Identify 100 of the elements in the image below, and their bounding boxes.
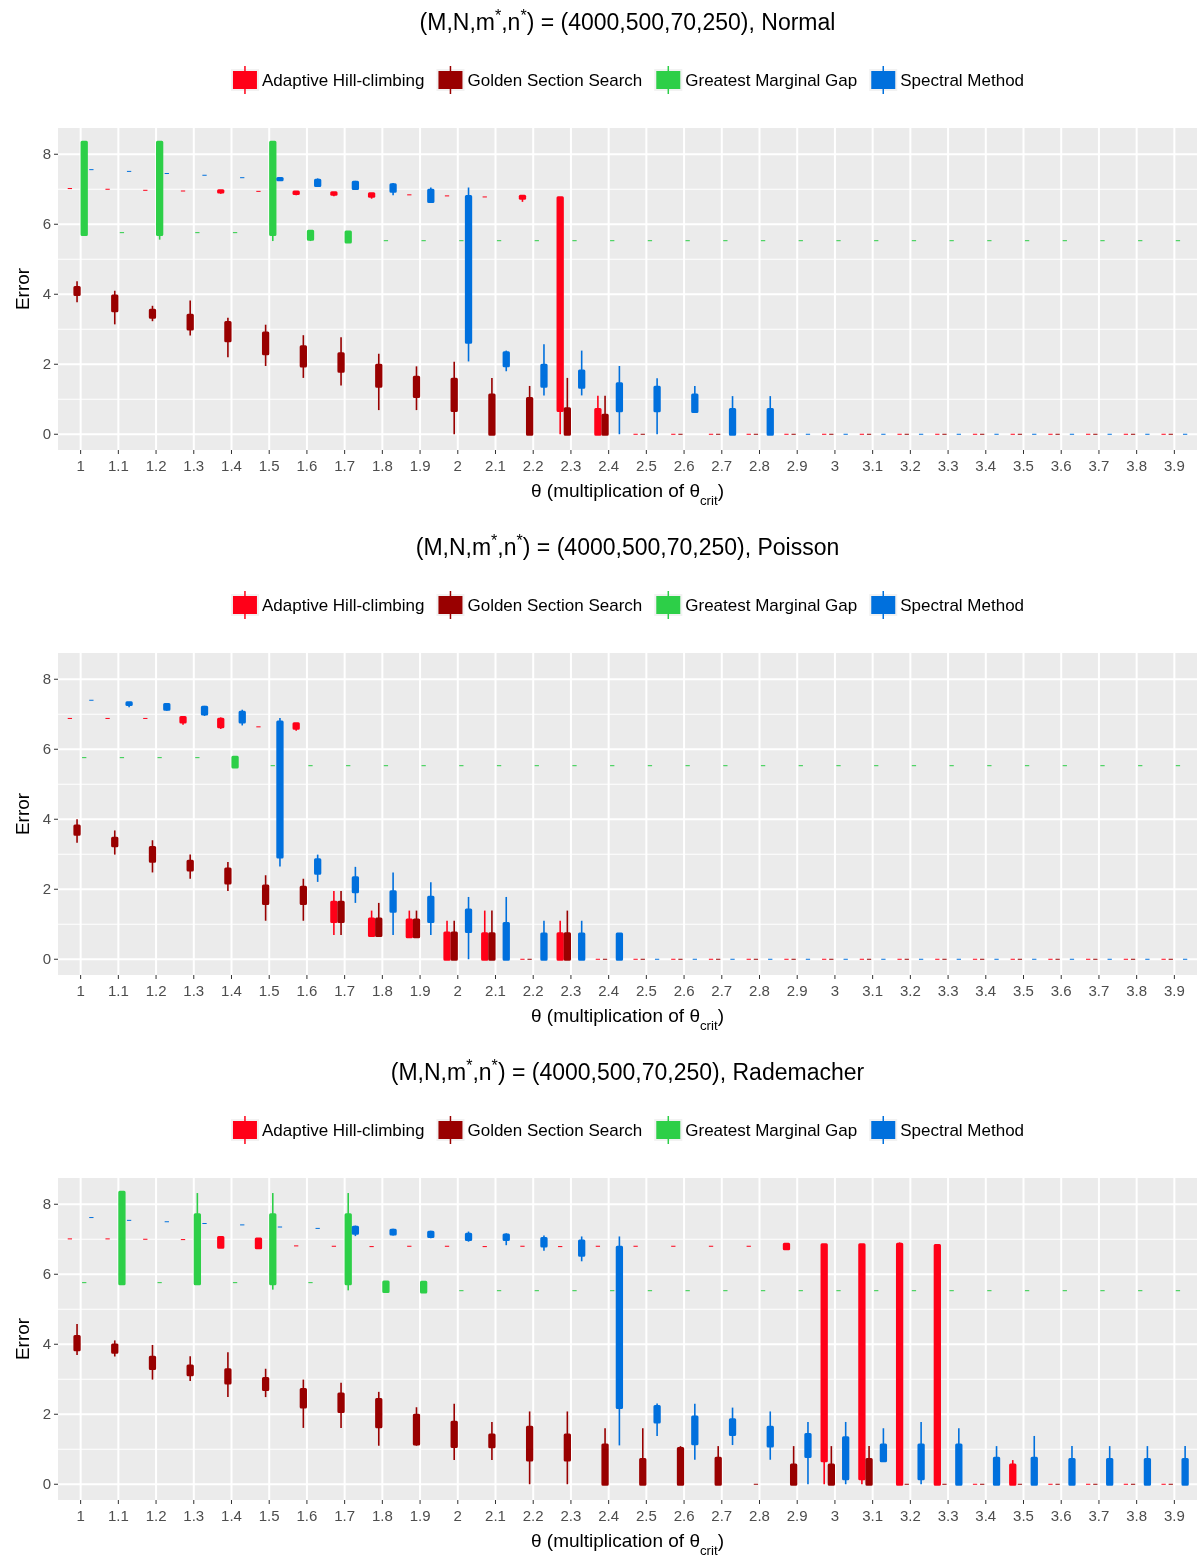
legend-label: Adaptive Hill-climbing [261, 1121, 425, 1140]
y-tick-label: 8 [42, 670, 51, 688]
x-tick-label: 3.1 [862, 457, 884, 474]
x-tick-label: 2.9 [786, 457, 808, 474]
x-tick-label: 3.3 [937, 1507, 959, 1524]
x-tick-label: 2.8 [749, 1507, 770, 1524]
legend-label: Greatest Marginal Gap [685, 1121, 858, 1140]
x-tick-label: 2 [453, 1507, 462, 1524]
x-tick-label: 3.9 [1163, 982, 1185, 999]
x-tick-label: 3.3 [937, 457, 959, 474]
x-tick-label: 2.8 [749, 982, 770, 999]
x-tick-label: 2.2 [522, 1507, 544, 1524]
legend-label: Greatest Marginal Gap [685, 71, 858, 90]
x-tick-label: 1.1 [107, 982, 129, 999]
legend-label: Golden Section Search [467, 1121, 643, 1140]
y-tick-label: 0 [42, 425, 51, 443]
x-tick-label: 2.1 [485, 1507, 506, 1524]
x-tick-label: 1.9 [409, 1507, 431, 1524]
x-tick-label: 2.4 [598, 982, 620, 999]
x-tick-label: 2.9 [786, 982, 808, 999]
y-tick-label: 4 [42, 810, 51, 828]
y-tick-label: 2 [42, 880, 51, 898]
x-tick-label: 2.7 [711, 982, 733, 999]
chart-title: (M,N,m$^{*}$,n$^{*}$) = (4000,500,70,250), Normal [419, 6, 836, 35]
x-tick-label: 3.6 [1050, 457, 1072, 474]
x-tick-label: 3.2 [899, 1507, 921, 1524]
x-tick-label: 1.2 [145, 1507, 167, 1524]
x-tick-label: 2.5 [635, 457, 657, 474]
x-tick-label: 1.3 [183, 1507, 205, 1524]
legend-label: Spectral Method [900, 596, 1025, 615]
x-tick-label: 2.2 [522, 457, 544, 474]
x-tick-label: 3.3 [937, 982, 959, 999]
x-tick-label: 3.7 [1088, 1507, 1110, 1524]
x-tick-label: 1.5 [258, 457, 280, 474]
x-tick-label: 1.7 [334, 457, 356, 474]
x-tick-label: 1.3 [183, 457, 205, 474]
x-tick-label: 1.8 [371, 1507, 393, 1524]
x-tick-label: 1.5 [258, 982, 280, 999]
x-axis-title: θ (multiplication of θ$_{crit}$) [530, 1005, 725, 1033]
x-tick-label: 1 [76, 457, 85, 474]
y-tick-label: 8 [42, 145, 51, 163]
legend-label: Adaptive Hill-climbing [261, 596, 425, 615]
x-tick-label: 3.7 [1088, 982, 1110, 999]
x-tick-label: 2.9 [786, 1507, 808, 1524]
x-tick-label: 2.1 [485, 982, 506, 999]
legend-label: Spectral Method [900, 1121, 1025, 1140]
x-tick-label: 1.9 [409, 457, 431, 474]
x-tick-label: 3.8 [1126, 982, 1148, 999]
y-tick-label: 6 [42, 740, 51, 758]
x-tick-label: 1.9 [409, 982, 431, 999]
x-tick-label: 2.3 [560, 457, 582, 474]
x-tick-label: 2.3 [560, 1507, 582, 1524]
x-tick-label: 2.1 [485, 457, 506, 474]
x-tick-label: 2.5 [635, 1507, 657, 1524]
y-tick-label: 2 [42, 1405, 51, 1423]
x-tick-label: 3.8 [1126, 1507, 1148, 1524]
x-tick-label: 2.2 [522, 982, 544, 999]
x-tick-label: 3.7 [1088, 457, 1110, 474]
chart-title: (M,N,m$^{*}$,n$^{*}$) = (4000,500,70,250), Rademacher [390, 1056, 865, 1085]
x-tick-label: 1.8 [371, 982, 393, 999]
x-tick-label: 1.4 [221, 457, 242, 474]
x-tick-label: 3.1 [862, 982, 884, 999]
x-tick-label: 1.6 [296, 1507, 318, 1524]
x-tick-label: 2 [453, 982, 462, 999]
x-tick-label: 3.4 [975, 1507, 997, 1524]
x-tick-label: 1.2 [145, 457, 167, 474]
x-tick-label: 1 [76, 1507, 85, 1524]
x-axis-title: θ (multiplication of θ$_{crit}$) [530, 480, 725, 508]
x-tick-label: 3.9 [1163, 457, 1185, 474]
x-tick-label: 1.8 [371, 457, 393, 474]
legend-label: Golden Section Search [467, 596, 643, 615]
x-tick-label: 3.6 [1050, 982, 1072, 999]
x-tick-label: 1.6 [296, 457, 318, 474]
x-tick-label: 3.4 [975, 457, 997, 474]
x-tick-label: 3.2 [899, 457, 921, 474]
x-tick-label: 2.7 [711, 457, 733, 474]
x-tick-label: 2.6 [673, 457, 695, 474]
x-tick-label: 2.8 [749, 457, 770, 474]
y-axis-title: Error [12, 1317, 33, 1361]
x-tick-label: 1.1 [107, 457, 129, 474]
x-tick-label: 2.7 [711, 1507, 733, 1524]
x-tick-label: 1.7 [334, 1507, 356, 1524]
x-tick-label: 3.5 [1013, 1507, 1034, 1524]
y-axis-title: Error [12, 267, 33, 311]
y-tick-label: 0 [42, 950, 51, 968]
x-tick-label: 3.2 [899, 982, 921, 999]
y-axis-title: Error [12, 792, 33, 836]
y-tick-label: 0 [42, 1475, 51, 1493]
x-tick-label: 1.6 [296, 982, 318, 999]
legend-label: Spectral Method [900, 71, 1025, 90]
x-tick-label: 3.1 [862, 1507, 884, 1524]
x-tick-label: 1.4 [221, 982, 242, 999]
legend-label: Greatest Marginal Gap [685, 596, 858, 615]
x-tick-label: 1.3 [183, 982, 205, 999]
x-tick-label: 2.3 [560, 982, 582, 999]
x-tick-label: 2.4 [598, 1507, 620, 1524]
legend-label: Golden Section Search [467, 71, 643, 90]
x-tick-label: 2.6 [673, 1507, 695, 1524]
x-tick-label: 3.8 [1126, 457, 1148, 474]
y-tick-label: 6 [42, 1265, 51, 1283]
